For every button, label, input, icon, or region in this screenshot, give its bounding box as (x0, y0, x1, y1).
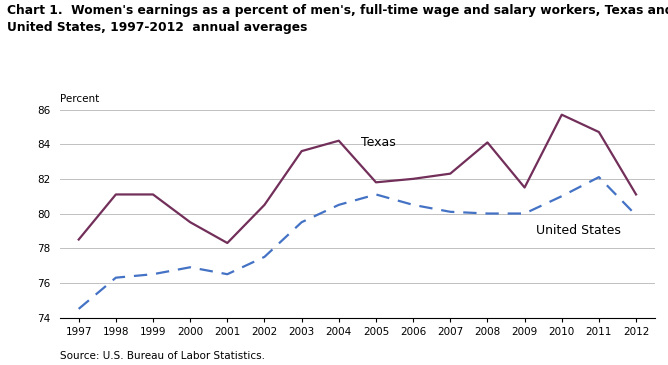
Text: Percent: Percent (60, 94, 100, 104)
Text: Source: U.S. Bureau of Labor Statistics.: Source: U.S. Bureau of Labor Statistics. (60, 351, 265, 361)
Text: Texas: Texas (361, 137, 396, 149)
Text: United States: United States (536, 224, 621, 237)
Text: Chart 1.  Women's earnings as a percent of men's, full-time wage and salary work: Chart 1. Women's earnings as a percent o… (7, 4, 668, 34)
